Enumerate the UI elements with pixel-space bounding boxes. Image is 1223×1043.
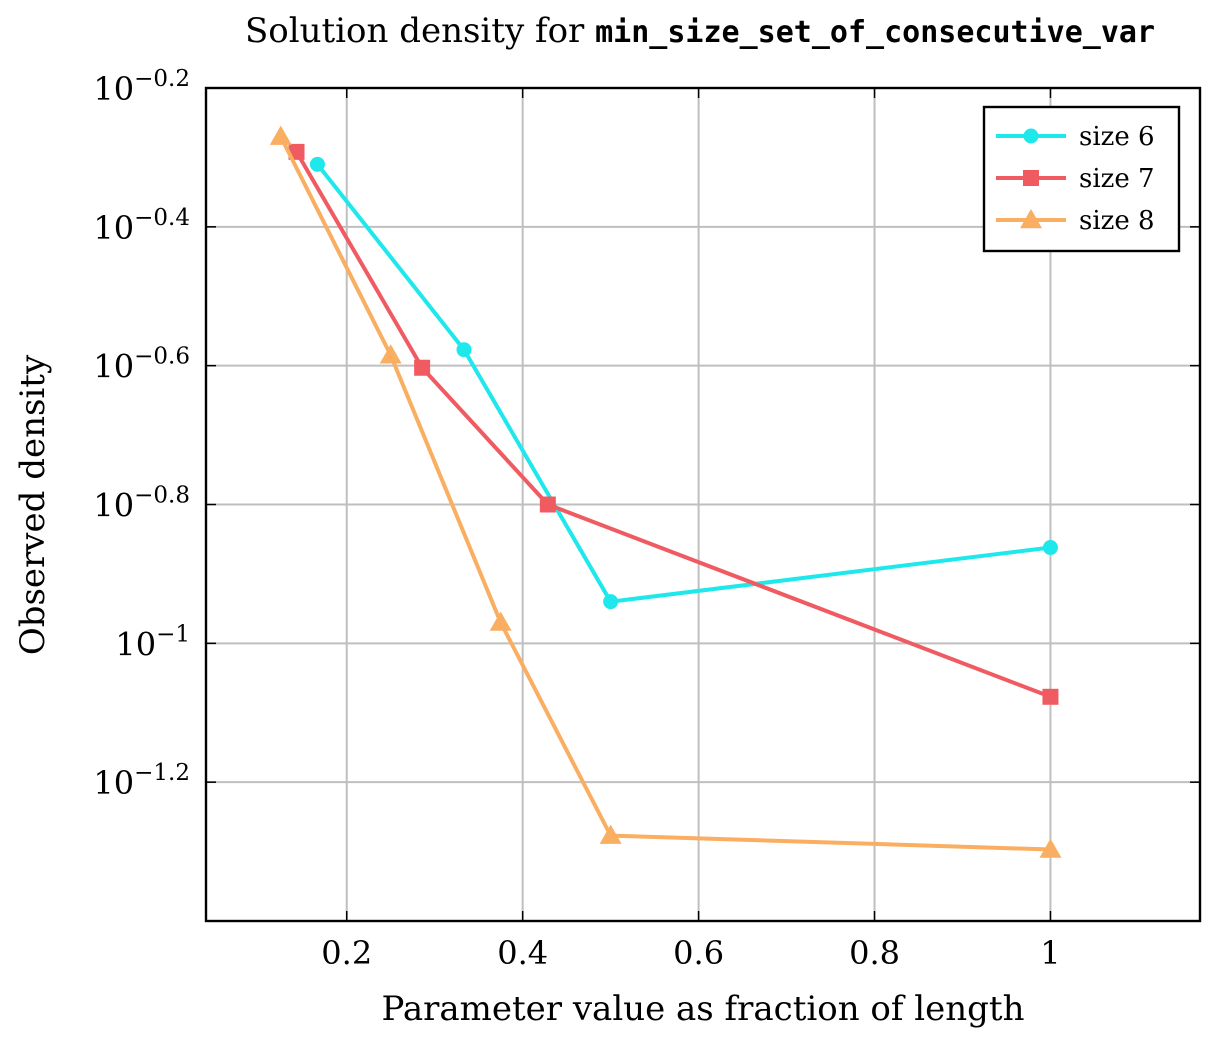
- y-tick-label: 10−0.4: [93, 205, 190, 247]
- legend-entry: size 6: [996, 122, 1155, 152]
- y-tick-label: 10−0.8: [93, 483, 190, 525]
- x-axis-label: Parameter value as fraction of length: [382, 989, 1025, 1029]
- series-line: [278, 135, 1051, 852]
- chart-title-prefix: Solution density for: [245, 11, 595, 51]
- axis-ticks: 0.2 0.4 0.6 0.8 1 10−0.2 10−0.4 10−0.6 10−0.8 10−…: [93, 66, 1200, 972]
- data-point: [1039, 838, 1062, 858]
- data-point: [456, 342, 472, 358]
- chart-title-code: min_size_set_of_consecutive_var: [595, 15, 1155, 50]
- series-layer: [269, 125, 1062, 858]
- data-point: [309, 156, 325, 172]
- data-point: [599, 824, 622, 844]
- legend-entry: size 7: [996, 164, 1155, 194]
- data-point: [269, 125, 292, 145]
- x-tick-label: 0.4: [497, 934, 548, 972]
- data-point: [489, 611, 512, 631]
- x-tick-label: 1: [1040, 934, 1060, 972]
- x-tick-label: 0.6: [673, 934, 724, 972]
- data-point: [414, 359, 431, 376]
- x-tick-label: 0.8: [849, 934, 900, 972]
- legend-swatch-marker: [1023, 170, 1039, 186]
- y-tick-label: 10−1: [115, 621, 190, 663]
- legend-label: size 6: [1079, 122, 1155, 152]
- data-point: [379, 344, 402, 364]
- series-2: [288, 143, 1059, 705]
- y-axis-label: Observed density: [13, 354, 53, 655]
- series-3: [269, 125, 1062, 858]
- x-tick-label: 0.2: [321, 934, 372, 972]
- y-tick-label: 10−0.2: [93, 66, 190, 108]
- y-tick-label: 10−0.6: [93, 344, 190, 386]
- chart-title: Solution density for min_size_set_of_con…: [245, 11, 1155, 51]
- legend: size 6 size 7 size 8: [982, 105, 1181, 253]
- series-line: [315, 163, 1051, 604]
- data-point: [1042, 688, 1059, 705]
- legend-label: size 7: [1079, 164, 1155, 194]
- legend-swatch-marker: [1020, 209, 1042, 229]
- legend-entry: size 8: [996, 206, 1155, 236]
- legend-label: size 8: [1079, 206, 1155, 236]
- data-point: [603, 594, 619, 610]
- data-point: [1042, 540, 1058, 556]
- legend-swatch-marker: [1023, 128, 1039, 144]
- series-1: [309, 156, 1058, 610]
- data-point: [539, 496, 556, 513]
- y-tick-label: 10−1.2: [93, 760, 190, 802]
- series-line: [294, 150, 1052, 699]
